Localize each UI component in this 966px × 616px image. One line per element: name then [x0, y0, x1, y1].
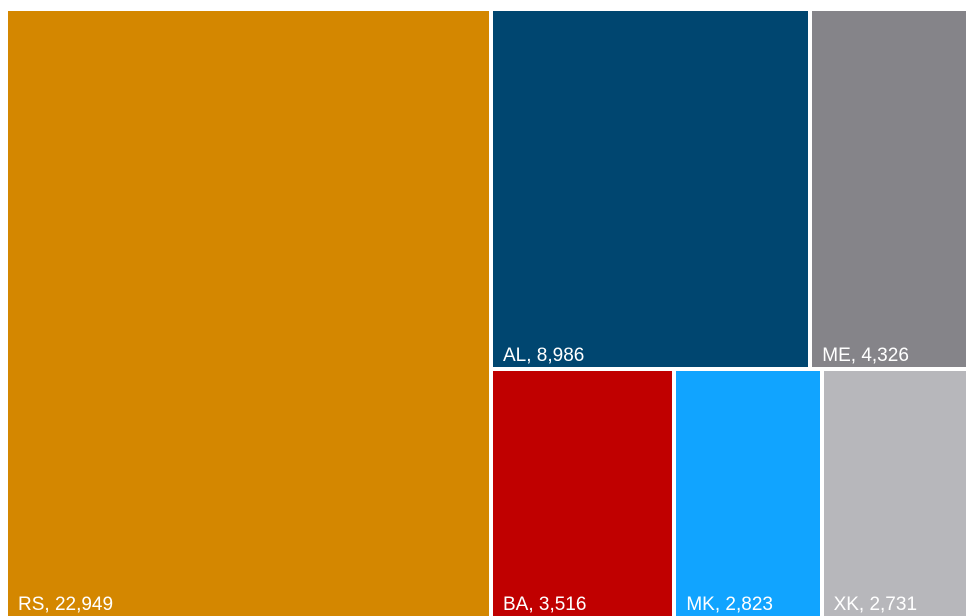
tile-label-mk: MK, 2,823	[686, 593, 773, 615]
tile-label-me: ME, 4,326	[822, 344, 909, 366]
tile-label-ba: BA, 3,516	[502, 593, 587, 615]
tile-label-rs: RS, 22,949	[18, 594, 114, 615]
tile-xk: XK, 2,731	[823, 370, 966, 616]
tile-me: ME, 4,326	[812, 11, 966, 367]
tile-label-al: AL, 8,986	[502, 344, 585, 366]
tile-label-xk: XK, 2,731	[833, 593, 918, 615]
tile-al: AL, 8,986	[492, 11, 809, 367]
tile-rs: RS, 22,949	[8, 11, 489, 616]
tile-mk: MK, 2,823	[676, 370, 820, 616]
tile-ba: BA, 3,516	[492, 370, 673, 616]
